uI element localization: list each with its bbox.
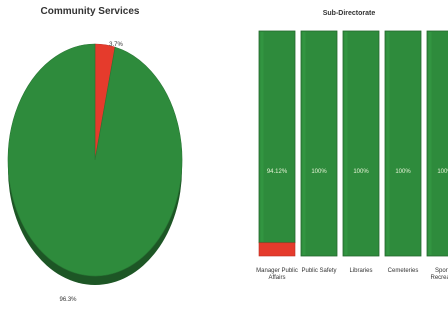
bar-chart-title: Sub-Directorate [322,10,376,17]
pie-slice-1 [7,43,183,277]
bar-green-0 [258,30,296,244]
pie-slice-label-0: 3.7% [109,42,123,48]
bar-value-label-3: 100% [395,169,411,175]
bar-red-0 [258,242,296,257]
bar-value-label-2: 100% [353,169,369,175]
pie-slice-label-1: 96.3% [59,297,77,303]
bar-value-label-4: 100% [437,169,448,175]
bar-highlight-4 [428,32,432,255]
bar-category-label-3: Cemeteries [388,268,419,274]
bar-value-label-1: 100% [311,169,327,175]
bar-green-2 [342,30,380,257]
bar-green-3 [384,30,422,257]
bar-highlight-1 [302,32,306,255]
bar-highlight-0 [260,32,264,242]
bar-highlight-3 [386,32,390,255]
bar-category-label-0: Manager Public Affairs [256,268,298,281]
bar-highlight-2 [344,32,348,255]
bar-category-label-1: Public Safety [301,268,336,274]
bar-value-label-0: 94.12% [267,169,288,175]
pie-chart-title: Community Services [40,6,140,17]
bar-category-label-4: Sport &Recreation [430,268,448,281]
bar-green-1 [300,30,338,257]
bar-green-4 [426,30,448,257]
bar-category-label-2: Libraries [349,268,372,274]
